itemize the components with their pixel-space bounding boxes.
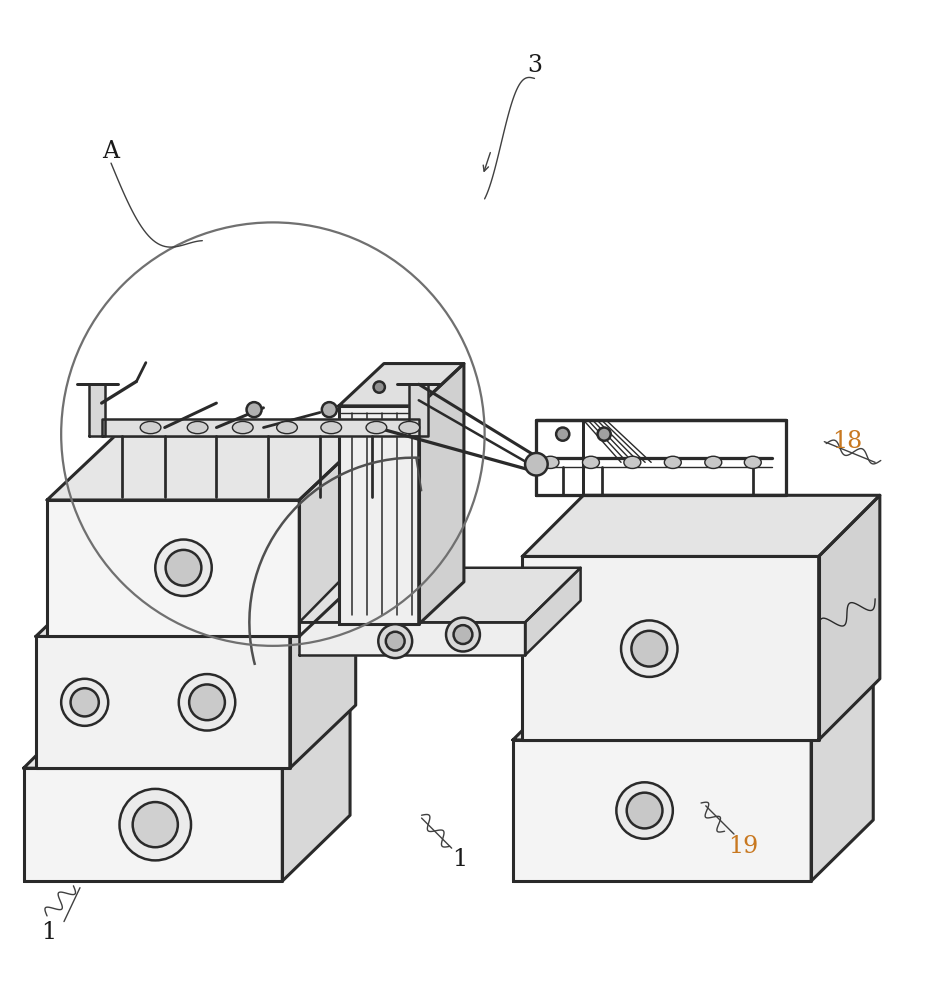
Ellipse shape xyxy=(366,421,387,434)
Ellipse shape xyxy=(744,456,761,468)
Circle shape xyxy=(322,402,337,417)
Ellipse shape xyxy=(399,421,420,434)
Circle shape xyxy=(120,789,191,860)
Circle shape xyxy=(71,688,99,716)
Polygon shape xyxy=(299,568,581,622)
Circle shape xyxy=(166,550,201,586)
Polygon shape xyxy=(419,364,464,624)
Ellipse shape xyxy=(232,421,253,434)
Polygon shape xyxy=(36,636,290,768)
Circle shape xyxy=(556,428,569,441)
Polygon shape xyxy=(282,702,350,881)
Polygon shape xyxy=(819,495,880,740)
Polygon shape xyxy=(525,568,581,655)
Circle shape xyxy=(179,674,235,731)
Polygon shape xyxy=(409,384,428,436)
Ellipse shape xyxy=(187,421,208,434)
Ellipse shape xyxy=(277,421,297,434)
Text: 3: 3 xyxy=(527,54,542,77)
Polygon shape xyxy=(47,436,367,500)
Polygon shape xyxy=(522,556,819,740)
Circle shape xyxy=(133,802,178,847)
Circle shape xyxy=(374,381,385,393)
Polygon shape xyxy=(811,679,873,881)
Polygon shape xyxy=(89,384,105,436)
Circle shape xyxy=(61,679,108,726)
Circle shape xyxy=(525,453,548,476)
Polygon shape xyxy=(299,622,525,655)
Polygon shape xyxy=(47,500,299,636)
Circle shape xyxy=(598,428,611,441)
Ellipse shape xyxy=(705,456,722,468)
Circle shape xyxy=(386,632,405,651)
Circle shape xyxy=(621,620,678,677)
Polygon shape xyxy=(339,406,419,624)
Ellipse shape xyxy=(582,456,599,468)
Ellipse shape xyxy=(664,456,681,468)
Circle shape xyxy=(378,624,412,658)
Polygon shape xyxy=(522,495,880,556)
Circle shape xyxy=(446,618,480,652)
Circle shape xyxy=(247,402,262,417)
Circle shape xyxy=(454,625,472,644)
Text: 1: 1 xyxy=(452,848,467,871)
Polygon shape xyxy=(36,573,356,636)
Polygon shape xyxy=(290,573,356,768)
Text: 18: 18 xyxy=(832,430,862,453)
Ellipse shape xyxy=(321,421,342,434)
Circle shape xyxy=(631,631,667,667)
Text: A: A xyxy=(103,140,120,163)
Text: 19: 19 xyxy=(728,835,758,858)
Ellipse shape xyxy=(140,421,161,434)
Ellipse shape xyxy=(624,456,641,468)
Polygon shape xyxy=(102,419,419,436)
Polygon shape xyxy=(513,679,873,740)
Polygon shape xyxy=(24,702,350,768)
Text: 1: 1 xyxy=(41,921,56,944)
Circle shape xyxy=(616,782,673,839)
Circle shape xyxy=(189,684,225,720)
Circle shape xyxy=(155,540,212,596)
Circle shape xyxy=(627,793,662,828)
Polygon shape xyxy=(339,364,464,406)
Polygon shape xyxy=(24,768,282,881)
Ellipse shape xyxy=(542,456,559,468)
Polygon shape xyxy=(299,436,367,636)
Polygon shape xyxy=(513,740,811,881)
